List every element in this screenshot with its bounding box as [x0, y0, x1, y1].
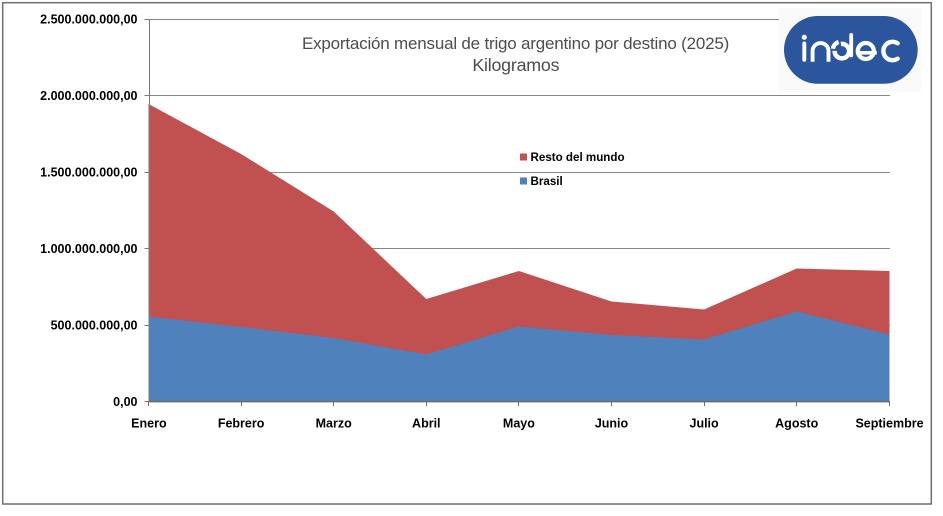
svg-text:1.500.000.000,00: 1.500.000.000,00: [40, 165, 137, 179]
svg-text:Septiembre: Septiembre: [855, 416, 923, 430]
svg-text:Marzo: Marzo: [316, 416, 352, 430]
svg-text:Brasil: Brasil: [531, 175, 563, 188]
svg-text:Junio: Junio: [595, 416, 629, 430]
svg-text:0,00: 0,00: [113, 395, 137, 409]
svg-text:Kilogramos: Kilogramos: [472, 55, 559, 75]
svg-text:2.000.000.000,00: 2.000.000.000,00: [40, 89, 137, 103]
svg-text:Enero: Enero: [131, 416, 167, 430]
svg-text:Agosto: Agosto: [775, 416, 818, 430]
svg-text:Mayo: Mayo: [503, 416, 535, 430]
svg-text:Exportación mensual de trigo a: Exportación mensual de trigo argentino p…: [302, 34, 729, 53]
svg-text:1.000.000.000,00: 1.000.000.000,00: [40, 242, 137, 256]
svg-text:Febrero: Febrero: [218, 416, 265, 430]
svg-text:Abril: Abril: [412, 416, 440, 430]
svg-text:500.000.000,00: 500.000.000,00: [51, 318, 138, 332]
svg-text:Resto del mundo: Resto del mundo: [531, 151, 625, 164]
svg-text:2.500.000.000,00: 2.500.000.000,00: [40, 12, 137, 26]
svg-text:Julio: Julio: [690, 416, 720, 430]
